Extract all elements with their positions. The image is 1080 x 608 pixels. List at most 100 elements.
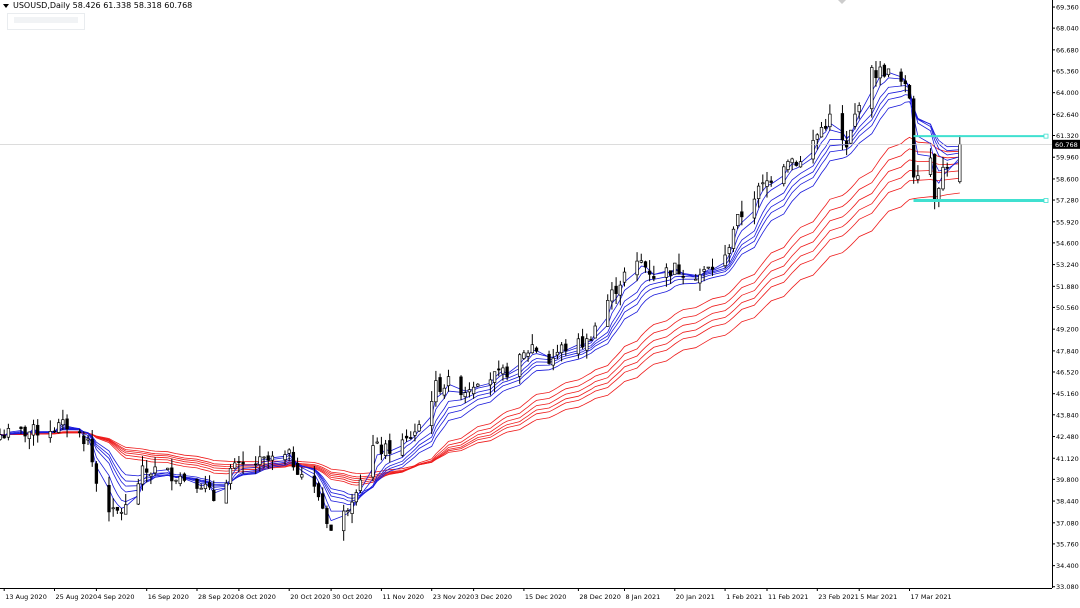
candle (166, 467, 170, 471)
price-tick-label: 62.640 (1056, 111, 1079, 119)
level-handle (1043, 198, 1049, 203)
price-tick-label: 51.880 (1056, 283, 1079, 291)
ema-line-35 (0, 148, 960, 484)
time-tick-label: 16 Sep 2020 (148, 593, 189, 601)
ema-line-60 (0, 192, 960, 475)
candle (643, 260, 648, 273)
candle (849, 129, 853, 145)
candle (727, 244, 731, 263)
ema-line-45 (0, 170, 960, 480)
candle (400, 433, 405, 457)
candle (358, 474, 363, 494)
candle (857, 102, 861, 120)
candle (82, 431, 86, 452)
candle (178, 472, 182, 487)
candle (840, 105, 845, 151)
candle (694, 273, 698, 281)
candle (681, 269, 685, 285)
candle (476, 383, 480, 388)
candle (547, 350, 551, 365)
candle (941, 157, 945, 191)
candle (526, 350, 530, 362)
candle (706, 266, 710, 270)
candle (488, 372, 493, 396)
candle (769, 176, 773, 187)
price-tick-label: 66.680 (1056, 46, 1079, 54)
candle (622, 267, 627, 287)
candle (111, 498, 115, 517)
ema-line-5 (0, 77, 961, 512)
candle (467, 382, 472, 398)
candle (262, 456, 266, 469)
time-tick-label: 13 Aug 2020 (5, 593, 47, 601)
time-tick-label: 25 Aug 2020 (55, 593, 97, 601)
candle (237, 455, 241, 473)
time-tick-label: 30 Oct 2020 (332, 593, 372, 601)
candle (48, 420, 52, 443)
candle (228, 464, 233, 490)
time-tick-label: 28 Sep 2020 (198, 593, 239, 601)
candle (874, 61, 878, 87)
candle (342, 504, 346, 541)
horizontal-levels[interactable] (0, 0, 1052, 203)
candle (639, 253, 643, 264)
candle (182, 472, 187, 483)
candle (27, 431, 31, 450)
candle (844, 130, 849, 156)
price-tick-label: 65.360 (1056, 67, 1079, 75)
candle (916, 165, 920, 184)
candle (212, 480, 216, 502)
time-tick-label: 28 Dec 2020 (579, 593, 621, 601)
candle (270, 451, 275, 471)
symbol-header: USOUSD,Daily 58.426 61.338 58.318 60.768 (3, 1, 192, 10)
candle (492, 371, 497, 392)
price-tick-label: 34.400 (1056, 562, 1079, 570)
price-tick-label: 55.920 (1056, 218, 1079, 226)
candle (580, 328, 585, 350)
candle (6, 423, 11, 441)
candle (383, 439, 388, 460)
candle (203, 475, 208, 493)
price-tick-label: 41.120 (1056, 455, 1079, 463)
time-tick-label: 23 Feb 2021 (818, 593, 858, 601)
candle (870, 65, 874, 118)
collapse-triangle-icon[interactable] (3, 3, 9, 8)
candle (899, 68, 903, 87)
price-tick-label: 38.440 (1056, 498, 1079, 506)
candle (446, 369, 451, 392)
candle (618, 280, 622, 306)
candle (241, 451, 245, 474)
candle (740, 200, 744, 226)
candle (647, 260, 652, 282)
candle (530, 334, 534, 354)
candle (928, 148, 933, 177)
time-tick-label: 4 Sep 2020 (97, 593, 134, 601)
candle (723, 244, 727, 269)
candle (534, 346, 539, 353)
candle (564, 339, 568, 356)
candle (291, 446, 296, 471)
candle (140, 456, 145, 491)
candle (731, 226, 736, 252)
price-tick-label: 49.200 (1056, 326, 1079, 334)
time-tick-label: 8 Oct 2020 (240, 593, 276, 601)
candle (77, 429, 82, 438)
candle (233, 458, 237, 470)
candlesticks[interactable] (0, 61, 962, 541)
current-price-box (1053, 139, 1080, 149)
candle (0, 428, 2, 441)
price-tick-label: 33.080 (1056, 583, 1079, 591)
candle (350, 493, 354, 524)
candle (90, 429, 94, 467)
candle (316, 481, 321, 501)
time-tick-label: 15 Dec 2020 (525, 593, 567, 601)
candle (115, 506, 120, 514)
candle (614, 277, 618, 305)
candle (819, 121, 824, 138)
candle (325, 505, 329, 529)
candle (710, 258, 715, 276)
candle (295, 457, 300, 475)
candle (149, 472, 153, 485)
